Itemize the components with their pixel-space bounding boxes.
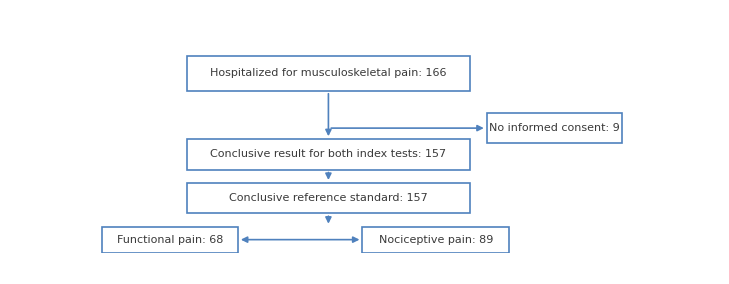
Text: Functional pain: 68: Functional pain: 68 (117, 235, 223, 245)
Text: No informed consent: 9: No informed consent: 9 (489, 123, 620, 133)
FancyBboxPatch shape (187, 56, 469, 91)
FancyBboxPatch shape (102, 227, 238, 253)
FancyBboxPatch shape (362, 227, 509, 253)
Text: Conclusive result for both index tests: 157: Conclusive result for both index tests: … (211, 149, 446, 159)
Text: Hospitalized for musculoskeletal pain: 166: Hospitalized for musculoskeletal pain: 1… (210, 68, 447, 78)
FancyBboxPatch shape (487, 113, 622, 143)
Text: Conclusive reference standard: 157: Conclusive reference standard: 157 (229, 193, 428, 203)
Text: Nociceptive pain: 89: Nociceptive pain: 89 (378, 235, 493, 245)
FancyBboxPatch shape (187, 183, 469, 213)
FancyBboxPatch shape (187, 139, 469, 170)
